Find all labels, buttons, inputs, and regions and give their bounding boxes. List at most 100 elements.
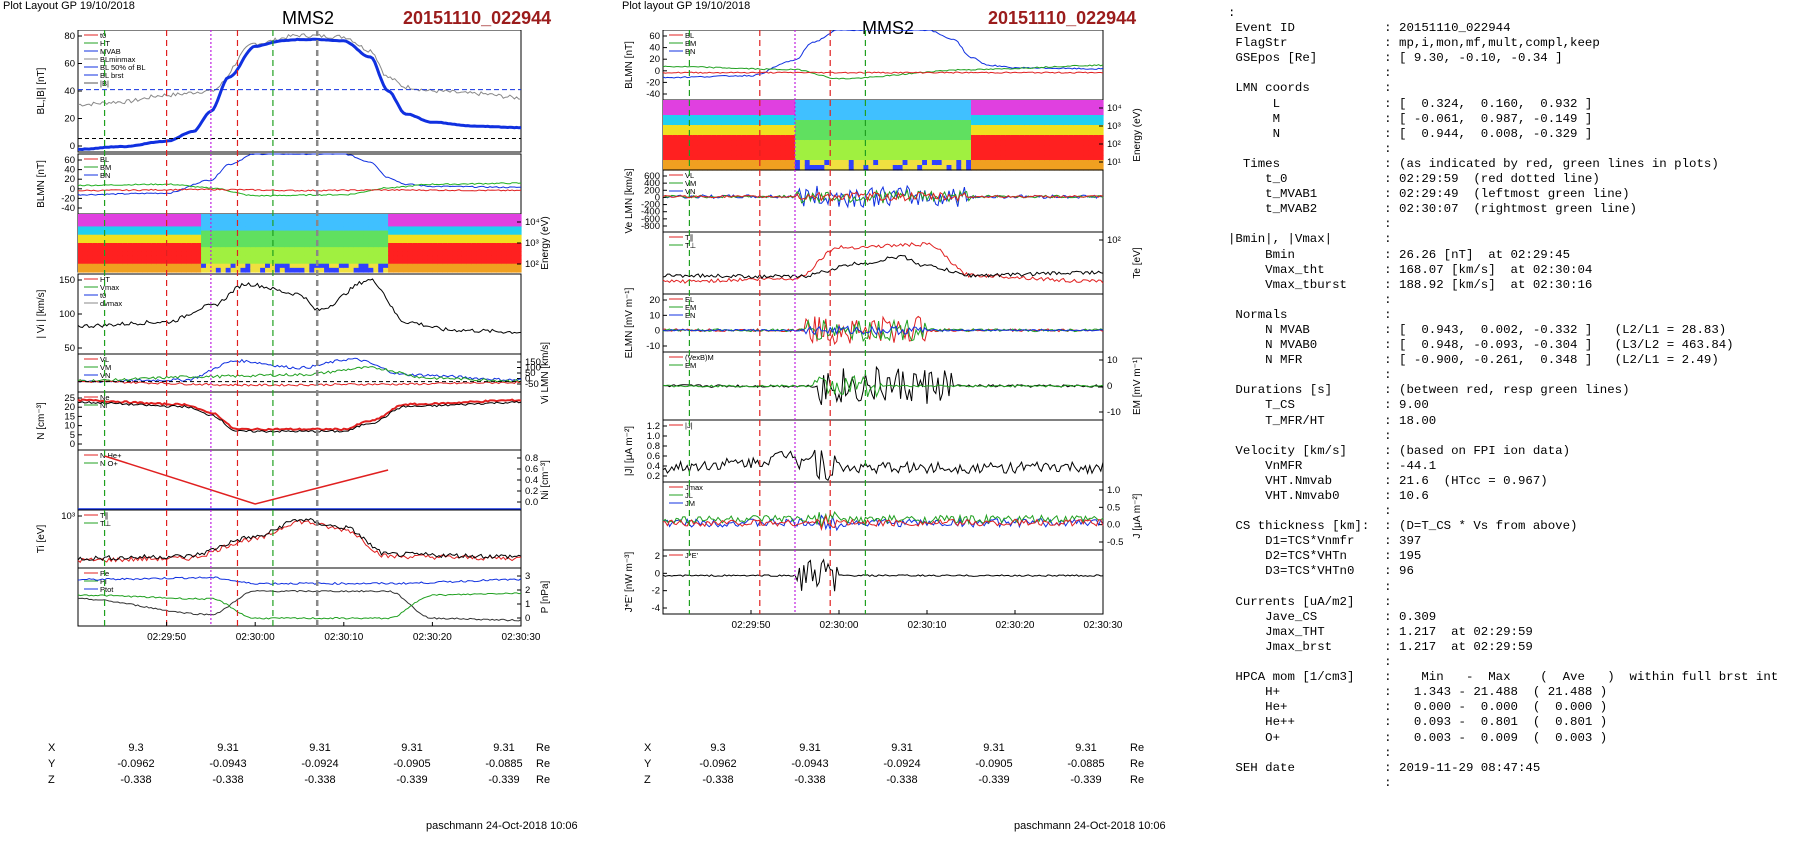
- spectrogram-cell: [422, 263, 429, 269]
- pos-z-2: -0.338: [212, 774, 244, 786]
- spectrogram-cell: [343, 251, 350, 257]
- spectrogram-cell: [853, 145, 860, 151]
- spectrogram-cell: [329, 259, 335, 265]
- spectrogram-cell: [284, 259, 291, 265]
- spectrogram-cell: [931, 125, 938, 131]
- spectrogram-cell: [824, 145, 830, 151]
- spectrogram-cell: [353, 218, 360, 223]
- spectrogram-cell: [863, 130, 869, 136]
- spectrogram-cell: [902, 135, 909, 141]
- spectrogram-cell: [279, 226, 286, 232]
- spectrogram-cell: [388, 234, 394, 240]
- spectrogram-cell: [936, 115, 943, 121]
- spectrogram-cell: [368, 230, 374, 236]
- spectrogram-cell: [201, 247, 207, 252]
- y-tick-label: 10: [649, 310, 660, 321]
- spectrogram-cell: [107, 267, 114, 273]
- spectrogram-cell: [814, 110, 821, 116]
- spectrogram-cell: [511, 222, 517, 228]
- spectrogram-cell: [92, 238, 99, 244]
- spectrogram-cell: [716, 120, 723, 126]
- y-axis-label-right: Ni [cm⁻³]: [540, 460, 551, 500]
- spectrogram-cell: [78, 218, 84, 223]
- spectrogram-cell: [682, 145, 689, 151]
- spectrogram-cell: [716, 165, 723, 171]
- spectrogram-cell: [333, 259, 340, 265]
- spectrogram-cell: [746, 100, 752, 106]
- pos-z-3: -0.338: [304, 774, 336, 786]
- y-axis-label: J*E' [nW m⁻³]: [624, 552, 635, 613]
- spectrogram-cell: [843, 160, 850, 166]
- spectrogram-cell: [687, 100, 693, 106]
- spectrogram-cell: [834, 105, 840, 111]
- spectrogram-cell: [1088, 110, 1094, 116]
- spectrogram-cell: [897, 120, 904, 126]
- spectrogram-cell: [343, 222, 350, 228]
- spectrogram-cell: [677, 150, 684, 156]
- spectrogram-cell: [1029, 115, 1036, 121]
- y-tick-label: -10: [646, 341, 660, 352]
- spectrogram-cell: [299, 238, 306, 244]
- series-line-BL: [77, 153, 522, 196]
- spectrogram-cell: [1005, 135, 1011, 141]
- spectrogram-cell: [824, 115, 830, 121]
- spectrogram-cell: [225, 230, 232, 236]
- spectrogram-cell: [245, 259, 251, 265]
- spectrogram-cell: [853, 105, 860, 111]
- mid-pos-z-3: -0.338: [886, 774, 918, 786]
- spectrogram-cell: [917, 155, 923, 161]
- spectrogram-cell: [432, 255, 438, 261]
- spectrogram-cell: [471, 230, 478, 236]
- spectrogram-cell: [358, 243, 365, 248]
- spectrogram-cell: [839, 120, 845, 126]
- spectrogram-cell: [956, 130, 962, 136]
- spectrogram-cell: [780, 100, 786, 106]
- spectrogram-cell: [682, 155, 689, 161]
- spectrogram-cell: [736, 160, 742, 166]
- spectrogram-cell: [1005, 110, 1011, 116]
- series-line-Ni: [77, 400, 522, 433]
- y-axis-label: |J| [μA m⁻²]: [624, 426, 635, 476]
- spectrogram-cell: [141, 243, 148, 248]
- spectrogram-cell: [274, 230, 281, 236]
- spectrogram-cell: [1019, 150, 1026, 156]
- spectrogram-cell: [486, 230, 493, 236]
- spectrogram-cell: [407, 214, 414, 219]
- spectrogram-cell: [887, 155, 894, 161]
- spectrogram-cell: [481, 226, 488, 232]
- spectrogram-cell: [1078, 130, 1085, 136]
- spectrogram-cell: [755, 165, 762, 171]
- spectrogram-cell: [255, 230, 261, 236]
- spectrogram-cell: [127, 230, 133, 236]
- spectrogram-cell: [481, 234, 488, 240]
- spectrogram-cell: [461, 226, 468, 232]
- spectrogram-cell: [697, 160, 703, 166]
- spectrogram-cell: [506, 218, 512, 223]
- spectrogram-cell: [1093, 125, 1099, 131]
- spectrogram-cell: [127, 218, 133, 223]
- spectrogram-cell: [299, 222, 306, 228]
- spectrogram-cell: [927, 105, 933, 111]
- spectrogram-cell: [250, 230, 256, 236]
- spectrogram-cell: [741, 150, 747, 156]
- spectrogram-cell: [951, 150, 957, 156]
- spectrogram-cell: [260, 234, 266, 240]
- spectrogram-cell: [1093, 150, 1099, 156]
- spectrogram-cell: [137, 234, 143, 240]
- spectrogram-cell: [516, 238, 522, 244]
- pos-z-5: -0.339: [488, 774, 520, 786]
- y-tick-label: 0: [70, 184, 75, 195]
- spectrogram-cell: [726, 125, 733, 131]
- spectrogram-cell: [780, 125, 786, 131]
- spectrogram-cell: [985, 130, 992, 136]
- spectrogram-cell: [814, 120, 821, 126]
- legend-entry: VN: [100, 371, 110, 380]
- spectrogram-cell: [868, 110, 874, 116]
- spectrogram-cell: [87, 222, 94, 228]
- spectrogram-cell: [829, 105, 835, 111]
- spectrogram-cell: [1029, 110, 1036, 116]
- spectrogram-cell: [1000, 130, 1006, 136]
- spectrogram-cell: [304, 267, 310, 273]
- spectrogram-cell: [363, 243, 370, 248]
- info-line: t_0 : 02:29:59 (red dotted line): [1228, 172, 1600, 187]
